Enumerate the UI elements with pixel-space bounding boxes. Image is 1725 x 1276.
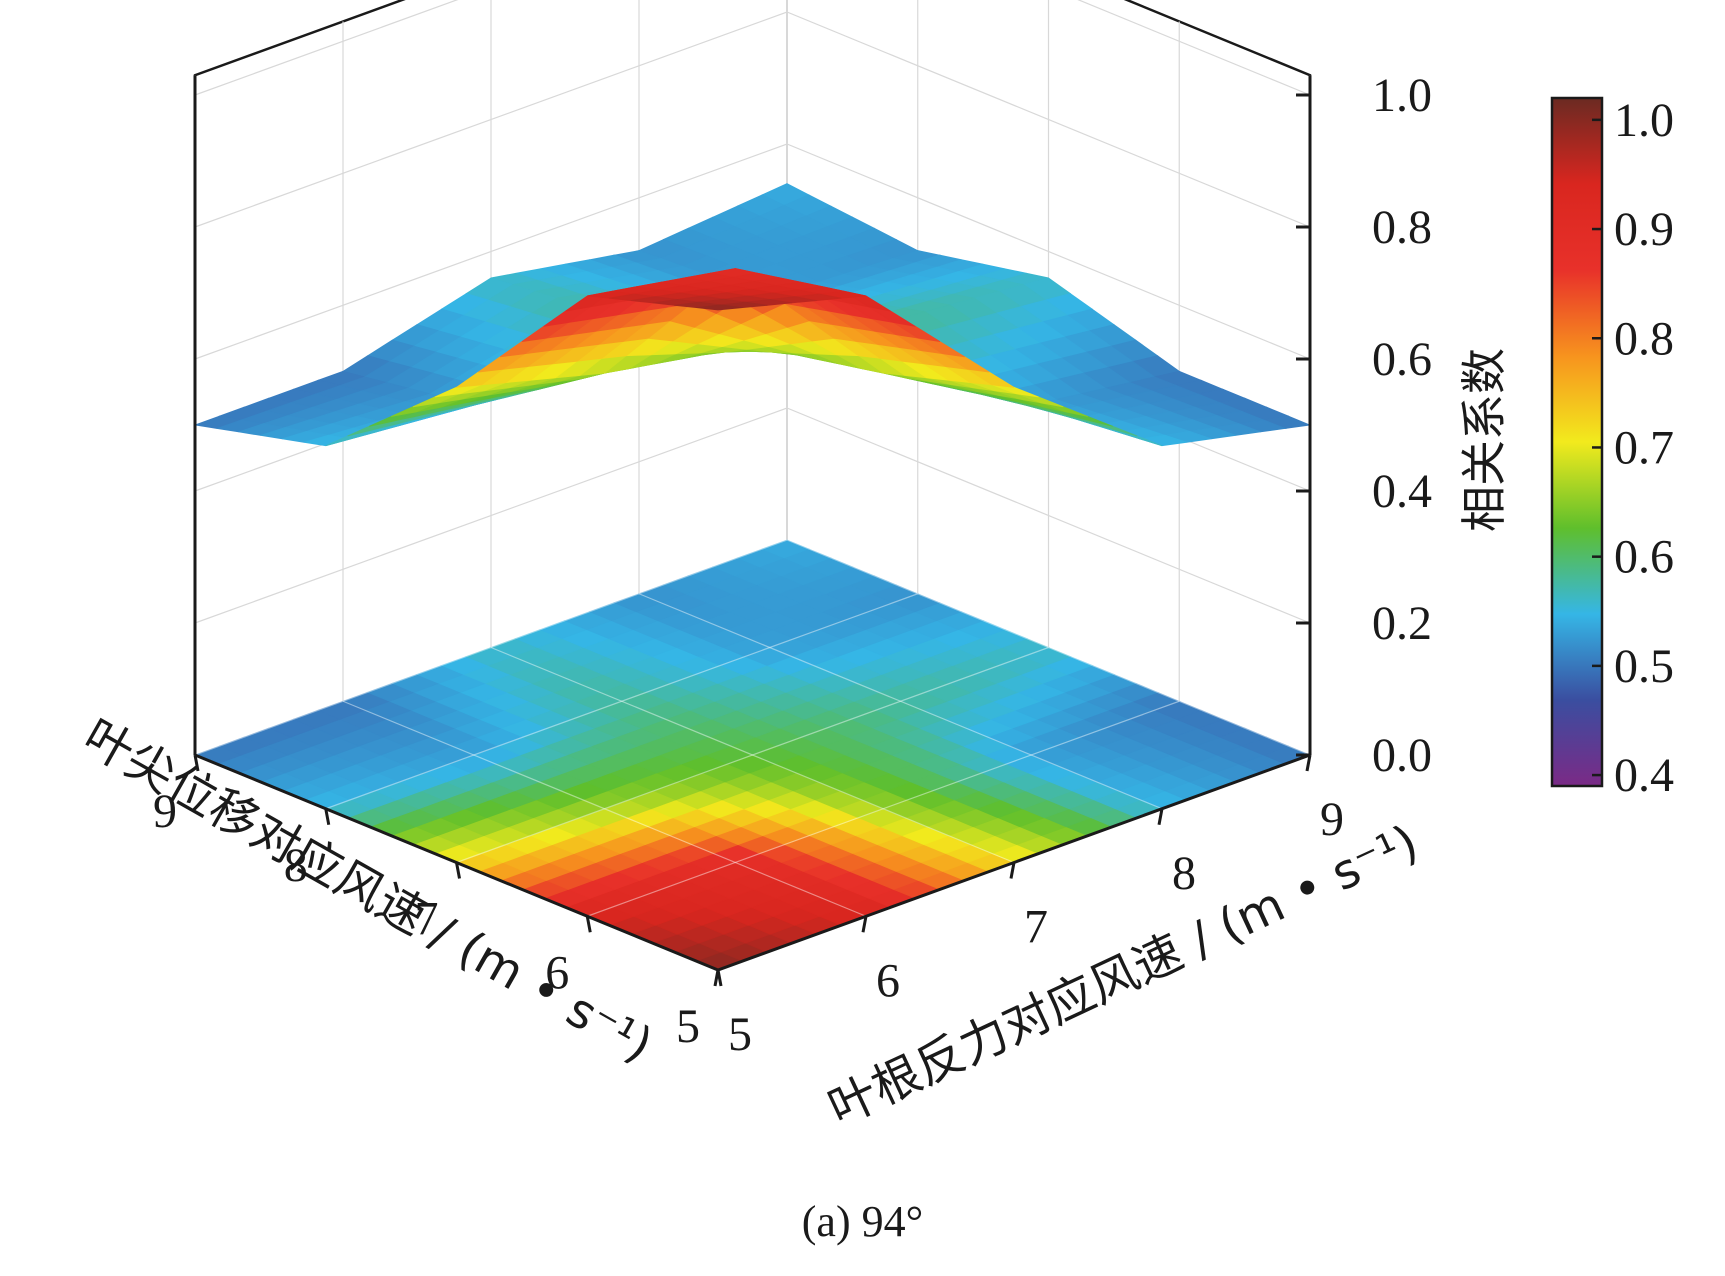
wall-gridline <box>194 11 1311 228</box>
axis-ticks: 0.0 0.2 0.4 0.6 0.8 1.0 9 8 7 6 5 5 6 7 8 9 <box>153 69 1432 1061</box>
floor-gridline <box>325 593 918 810</box>
x-tick-mark <box>324 808 331 826</box>
colorbar-tick-label: 0.9 <box>1614 203 1674 256</box>
x-tick-label: 8 <box>284 839 308 892</box>
y-tick-mark <box>1157 808 1164 826</box>
floor-gridline <box>194 539 788 756</box>
wall-gridline <box>194 0 1311 96</box>
colorbar-tick-label: 0.6 <box>1614 531 1674 584</box>
z-tick-label: 0.0 <box>1372 729 1432 782</box>
y-tick-label: 5 <box>728 1008 752 1061</box>
x-tick-label: 6 <box>545 946 569 999</box>
surface-mesh <box>193 183 1312 447</box>
x-tick-label: 5 <box>676 1000 700 1053</box>
x-tick-mark <box>455 862 461 879</box>
y-tick-mark <box>861 915 868 933</box>
floor-gridline <box>587 700 1180 917</box>
y-tick-label: 7 <box>1024 901 1048 954</box>
floor-cell <box>761 539 810 559</box>
z-tick-label: 0.4 <box>1372 465 1432 518</box>
y-tick-label: 6 <box>876 954 900 1007</box>
colorbar-tick-label: 0.7 <box>1614 421 1674 474</box>
floor-gridline <box>490 646 1015 864</box>
z-tick-label: 0.8 <box>1372 201 1432 254</box>
floor-gridline <box>638 593 1163 810</box>
colorbar-tick-label: 0.5 <box>1614 640 1674 693</box>
y-tick-mark <box>713 969 720 987</box>
z-tick-label: 0.6 <box>1372 333 1432 386</box>
surface-cell <box>696 304 743 311</box>
figure-caption: (a) 94° <box>801 1197 924 1246</box>
z-tick-label: 1.0 <box>1372 69 1432 122</box>
colorbar-tick-label: 0.4 <box>1614 749 1674 802</box>
floor-gridline <box>342 700 867 917</box>
floor-contour-map <box>193 539 1312 971</box>
z-axis-label: 相关系数 <box>1457 348 1511 532</box>
y-tick-mark <box>1305 754 1312 772</box>
floor-gridline <box>786 539 1311 756</box>
x-tick-mark <box>193 754 200 772</box>
wall-gridline <box>194 143 1311 360</box>
colorbar-bar <box>1550 96 1604 788</box>
z-tick-label: 0.2 <box>1372 597 1432 650</box>
wall-gridline <box>194 407 1311 624</box>
colorbar-tick-label: 1.0 <box>1614 94 1674 147</box>
colorbar: 0.4 0.5 0.6 0.7 0.8 0.9 1.0 <box>1550 94 1674 802</box>
colorbar-tick-label: 0.8 <box>1614 312 1674 365</box>
y-tick-label: 8 <box>1172 847 1196 900</box>
x-tick-label: 7 <box>415 893 439 946</box>
y-tick-mark <box>1009 862 1016 879</box>
x-tick-label: 9 <box>153 785 177 838</box>
floor-gridline <box>456 646 1049 864</box>
x-tick-mark <box>585 915 592 933</box>
y-tick-label: 9 <box>1320 793 1344 846</box>
